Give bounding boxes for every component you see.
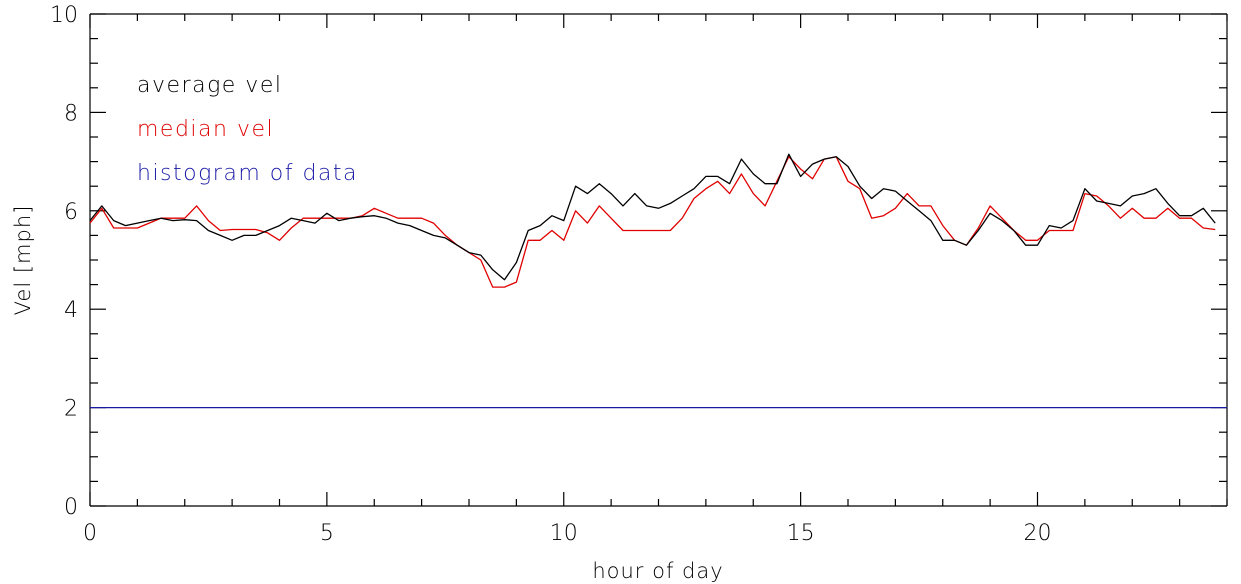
- series-layer: [89, 153, 1227, 409]
- y-tick-label: 4: [64, 298, 78, 323]
- x-tick-label: 10: [550, 521, 578, 546]
- legend-entry-average-vel: average vel: [137, 73, 282, 98]
- tick-labels: 0 5 10 15 20 0 2 4 6 8 10: [50, 3, 1052, 546]
- x-axis-label: hour of day: [592, 559, 723, 583]
- x-tick-label: 20: [1024, 521, 1052, 546]
- y-tick-label: 6: [64, 200, 78, 225]
- x-tick-label: 15: [787, 521, 815, 546]
- ticks: [89, 13, 1228, 507]
- y-tick-label: 8: [64, 101, 78, 126]
- y-tick-label: 2: [64, 397, 78, 422]
- legend-entry-histogram-of-data: histogram of data: [137, 161, 358, 186]
- series-line-average-vel: [89, 153, 1216, 281]
- legend-entry-median-vel: median vel: [137, 117, 274, 142]
- series-line-median-vel: [89, 156, 1216, 288]
- x-tick-label: 0: [83, 521, 97, 546]
- legend: average vel median vel histogram of data: [137, 73, 358, 186]
- x-tick-label: 5: [320, 521, 334, 546]
- y-tick-label: 0: [64, 495, 78, 520]
- y-axis-label: Vel [mph]: [11, 205, 35, 316]
- y-tick-label: 10: [50, 3, 78, 28]
